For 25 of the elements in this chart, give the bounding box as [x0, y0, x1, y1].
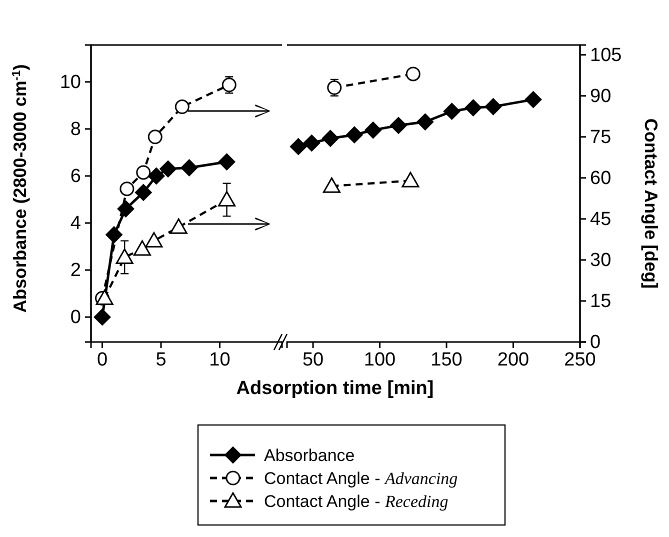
y2-tick-label: 105	[590, 44, 622, 66]
x-tick-label: 5	[156, 349, 166, 370]
x-tick-label: 50	[302, 349, 324, 370]
y2-tick-label: 15	[590, 291, 612, 312]
x-tick-label: 200	[497, 349, 530, 370]
legend-label: Contact Angle - Receding	[264, 492, 448, 511]
y2-tick-label: 30	[590, 250, 612, 272]
y2-tick-label: 90	[590, 86, 612, 107]
y-tick-label: 0	[70, 307, 81, 328]
y-tick-label: 10	[60, 72, 81, 93]
y-tick-label: 2	[70, 260, 81, 282]
y-tick-label: 8	[70, 119, 81, 140]
y-tick-label: 6	[70, 166, 81, 188]
legend-label: Contact Angle - Advancing	[264, 469, 458, 488]
x-tick-label: 100	[364, 349, 396, 370]
x-axis-title: Adsorption time [min]	[236, 378, 434, 399]
y-tick-label: 4	[70, 213, 82, 234]
x-tick-label: 10	[209, 349, 230, 370]
x-tick-label: 0	[96, 349, 108, 370]
y2-tick-label: 45	[590, 209, 612, 230]
y2-tick-label: 75	[590, 126, 612, 148]
x-tick-label: 150	[430, 349, 462, 370]
y2-axis-title: Contact Angle [deg]	[641, 118, 661, 289]
legend-label: Absorbance	[264, 446, 355, 465]
y2-tick-label: 60	[590, 168, 612, 189]
